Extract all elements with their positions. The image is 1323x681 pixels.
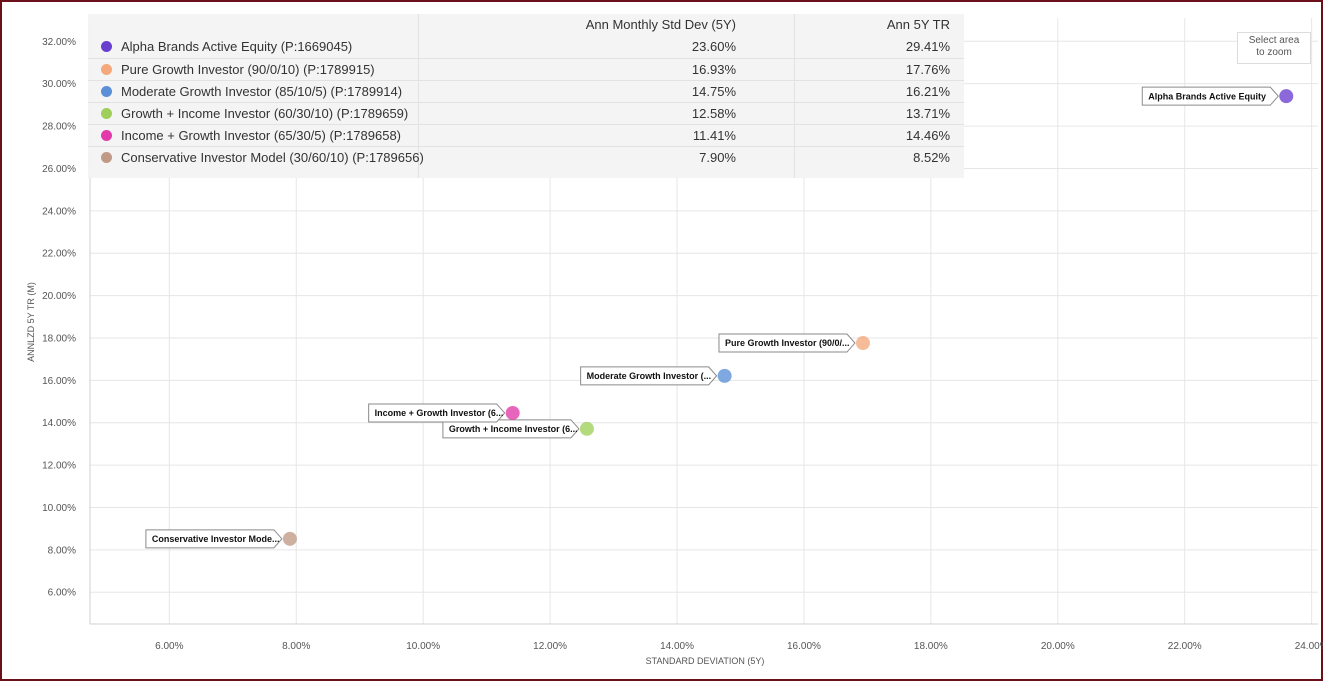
legend-marker-dot	[101, 86, 112, 97]
legend-header-total-return: Ann 5Y TR	[886, 17, 950, 32]
data-point-callout: Pure Growth Investor (90/0/...	[718, 333, 856, 353]
data-point[interactable]	[579, 421, 594, 436]
y-tick-label: 10.00%	[42, 503, 76, 514]
legend-column-divider	[418, 14, 419, 178]
legend-total-return-value: 14.46%	[905, 128, 950, 143]
x-tick-label: 6.00%	[155, 641, 183, 652]
legend-total-return-value: 13.71%	[905, 106, 950, 121]
legend-column-divider	[794, 14, 795, 178]
data-point-callout: Moderate Growth Investor (...	[580, 366, 718, 386]
data-point[interactable]	[855, 336, 870, 351]
legend-series-name: Income + Growth Investor (65/30/5) (P:17…	[121, 128, 402, 143]
x-tick-label: 22.00%	[1168, 641, 1202, 652]
data-point[interactable]	[282, 531, 297, 546]
data-point[interactable]	[1279, 89, 1294, 104]
legend-header-std-dev: Ann Monthly Std Dev (5Y)	[585, 17, 736, 32]
legend-std-dev-value: 12.58%	[691, 106, 736, 121]
legend-std-dev-value: 16.93%	[691, 62, 736, 77]
legend-row[interactable]: Conservative Investor Model (30/60/10) (…	[88, 146, 964, 169]
zoom-hint-line1: Select area	[1248, 35, 1300, 46]
y-tick-label: 8.00%	[48, 545, 76, 556]
select-area-to-zoom-hint: Select area to zoom	[1237, 32, 1311, 64]
legend-marker-dot	[101, 41, 112, 52]
legend-total-return-value: 17.76%	[905, 62, 950, 77]
y-tick-label: 30.00%	[42, 79, 76, 90]
y-tick-label: 26.00%	[42, 164, 76, 175]
legend-row[interactable]: Pure Growth Investor (90/0/10) (P:178991…	[88, 58, 964, 81]
y-tick-label: 28.00%	[42, 122, 76, 133]
data-point[interactable]	[717, 368, 732, 383]
legend-series-name: Moderate Growth Investor (85/10/5) (P:17…	[121, 84, 403, 99]
legend-table: Ann Monthly Std Dev (5Y) Ann 5Y TR Alpha…	[88, 14, 964, 178]
callout-box	[1141, 86, 1279, 106]
callout-label: Growth + Income Investor (6...	[449, 424, 578, 434]
callout-box	[368, 403, 506, 423]
x-tick-label: 8.00%	[282, 641, 310, 652]
legend-series-name: Conservative Investor Model (30/60/10) (…	[121, 150, 424, 165]
data-point-callout: Growth + Income Investor (6...	[442, 419, 580, 439]
y-tick-label: 18.00%	[42, 333, 76, 344]
data-point-callout: Alpha Brands Active Equity	[1141, 86, 1279, 106]
x-tick-label: 10.00%	[406, 641, 440, 652]
x-tick-label: 16.00%	[787, 641, 821, 652]
legend-total-return-value: 8.52%	[913, 150, 950, 165]
callout-label: Moderate Growth Investor (...	[587, 371, 712, 381]
data-point[interactable]	[505, 405, 520, 420]
x-tick-label: 12.00%	[533, 641, 567, 652]
data-point-callout: Income + Growth Investor (6...	[368, 403, 506, 423]
callout-label: Pure Growth Investor (90/0/...	[725, 338, 850, 348]
x-tick-label: 14.00%	[660, 641, 694, 652]
y-tick-label: 20.00%	[42, 291, 76, 302]
x-tick-label: 24.00%	[1295, 641, 1323, 652]
callout-label: Income + Growth Investor (6...	[375, 408, 504, 418]
legend-series-name: Growth + Income Investor (60/30/10) (P:1…	[121, 106, 409, 121]
x-axis-title: STANDARD DEVIATION (5Y)	[646, 656, 765, 666]
callout-box	[718, 333, 856, 353]
legend-total-return-value: 29.41%	[905, 39, 950, 54]
legend-marker-dot	[101, 64, 112, 75]
legend-std-dev-value: 23.60%	[691, 39, 736, 54]
y-tick-label: 16.00%	[42, 376, 76, 387]
y-tick-label: 32.00%	[42, 37, 76, 48]
y-tick-label: 12.00%	[42, 461, 76, 472]
callout-label: Conservative Investor Mode...	[152, 534, 280, 544]
legend-std-dev-value: 7.90%	[699, 150, 736, 165]
legend-marker-dot	[101, 152, 112, 163]
x-tick-label: 20.00%	[1041, 641, 1075, 652]
callout-box	[580, 366, 718, 386]
data-point-callout: Conservative Investor Mode...	[145, 529, 283, 549]
legend-marker-dot	[101, 108, 112, 119]
y-tick-label: 22.00%	[42, 249, 76, 260]
callout-box	[442, 419, 580, 439]
legend-row[interactable]: Moderate Growth Investor (85/10/5) (P:17…	[88, 80, 964, 103]
zoom-hint-line2: to zoom	[1256, 47, 1292, 58]
callout-label: Alpha Brands Active Equity	[1148, 91, 1266, 101]
legend-row[interactable]: Income + Growth Investor (65/30/5) (P:17…	[88, 124, 964, 147]
legend-row[interactable]: Growth + Income Investor (60/30/10) (P:1…	[88, 102, 964, 125]
y-tick-label: 14.00%	[42, 418, 76, 429]
legend-row[interactable]: Alpha Brands Active Equity (P:1669045) 23…	[88, 36, 964, 58]
legend-std-dev-value: 14.75%	[691, 84, 736, 99]
legend-series-name: Alpha Brands Active Equity (P:1669045)	[121, 39, 353, 54]
y-axis-title: ANNLZD 5Y TR (M)	[26, 282, 36, 362]
y-tick-label: 6.00%	[48, 588, 76, 599]
x-tick-label: 18.00%	[914, 641, 948, 652]
legend-series-name: Pure Growth Investor (90/0/10) (P:178991…	[121, 62, 375, 77]
callout-box	[145, 529, 283, 549]
legend-marker-dot	[101, 130, 112, 141]
y-tick-label: 24.00%	[42, 206, 76, 217]
legend-std-dev-value: 11.41%	[692, 128, 736, 143]
legend-total-return-value: 16.21%	[905, 84, 950, 99]
